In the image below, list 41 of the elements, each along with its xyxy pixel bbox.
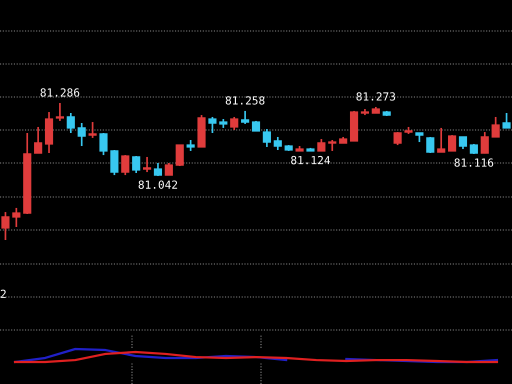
candlestick bbox=[208, 116, 216, 134]
candlestick bbox=[480, 131, 489, 154]
candlestick bbox=[66, 112, 75, 134]
candlestick bbox=[394, 131, 402, 146]
candlestick bbox=[1, 211, 10, 241]
candlestick bbox=[502, 112, 511, 129]
candlestick bbox=[56, 102, 64, 122]
candlestick bbox=[470, 143, 478, 155]
candlestick bbox=[274, 136, 282, 151]
candlestick bbox=[437, 127, 446, 153]
candlestick bbox=[132, 155, 140, 174]
candlestick bbox=[121, 154, 130, 176]
candlestick bbox=[110, 149, 118, 176]
candlestick bbox=[12, 207, 20, 228]
annotation: 81.124 bbox=[291, 156, 330, 164]
candlestick bbox=[262, 128, 271, 148]
annotation: 81.258 bbox=[226, 96, 264, 105]
candlestick bbox=[317, 138, 326, 152]
candlestick bbox=[415, 132, 424, 143]
candlestick bbox=[88, 121, 97, 139]
candlestick bbox=[99, 132, 108, 156]
candlestick bbox=[164, 162, 173, 176]
annotation: 81.042 bbox=[138, 180, 178, 189]
candlestick bbox=[34, 126, 42, 154]
candlestick bbox=[154, 162, 162, 177]
annotation: 81.286 bbox=[40, 88, 80, 97]
candlestick bbox=[230, 116, 238, 131]
annotation: 81.116 bbox=[454, 158, 494, 167]
candlestick bbox=[186, 139, 195, 152]
candlestick bbox=[78, 122, 86, 147]
candlestick bbox=[426, 136, 434, 154]
candlestick bbox=[328, 139, 336, 152]
candlestick bbox=[241, 110, 250, 125]
candlestick bbox=[458, 136, 468, 150]
text: 2 bbox=[0, 290, 6, 298]
candlestick bbox=[448, 134, 456, 152]
candlestick bbox=[492, 116, 500, 138]
candlestick bbox=[142, 156, 152, 173]
candlestick bbox=[252, 120, 260, 132]
annotation: 81.273 bbox=[356, 92, 396, 101]
candlestick bbox=[176, 144, 184, 167]
